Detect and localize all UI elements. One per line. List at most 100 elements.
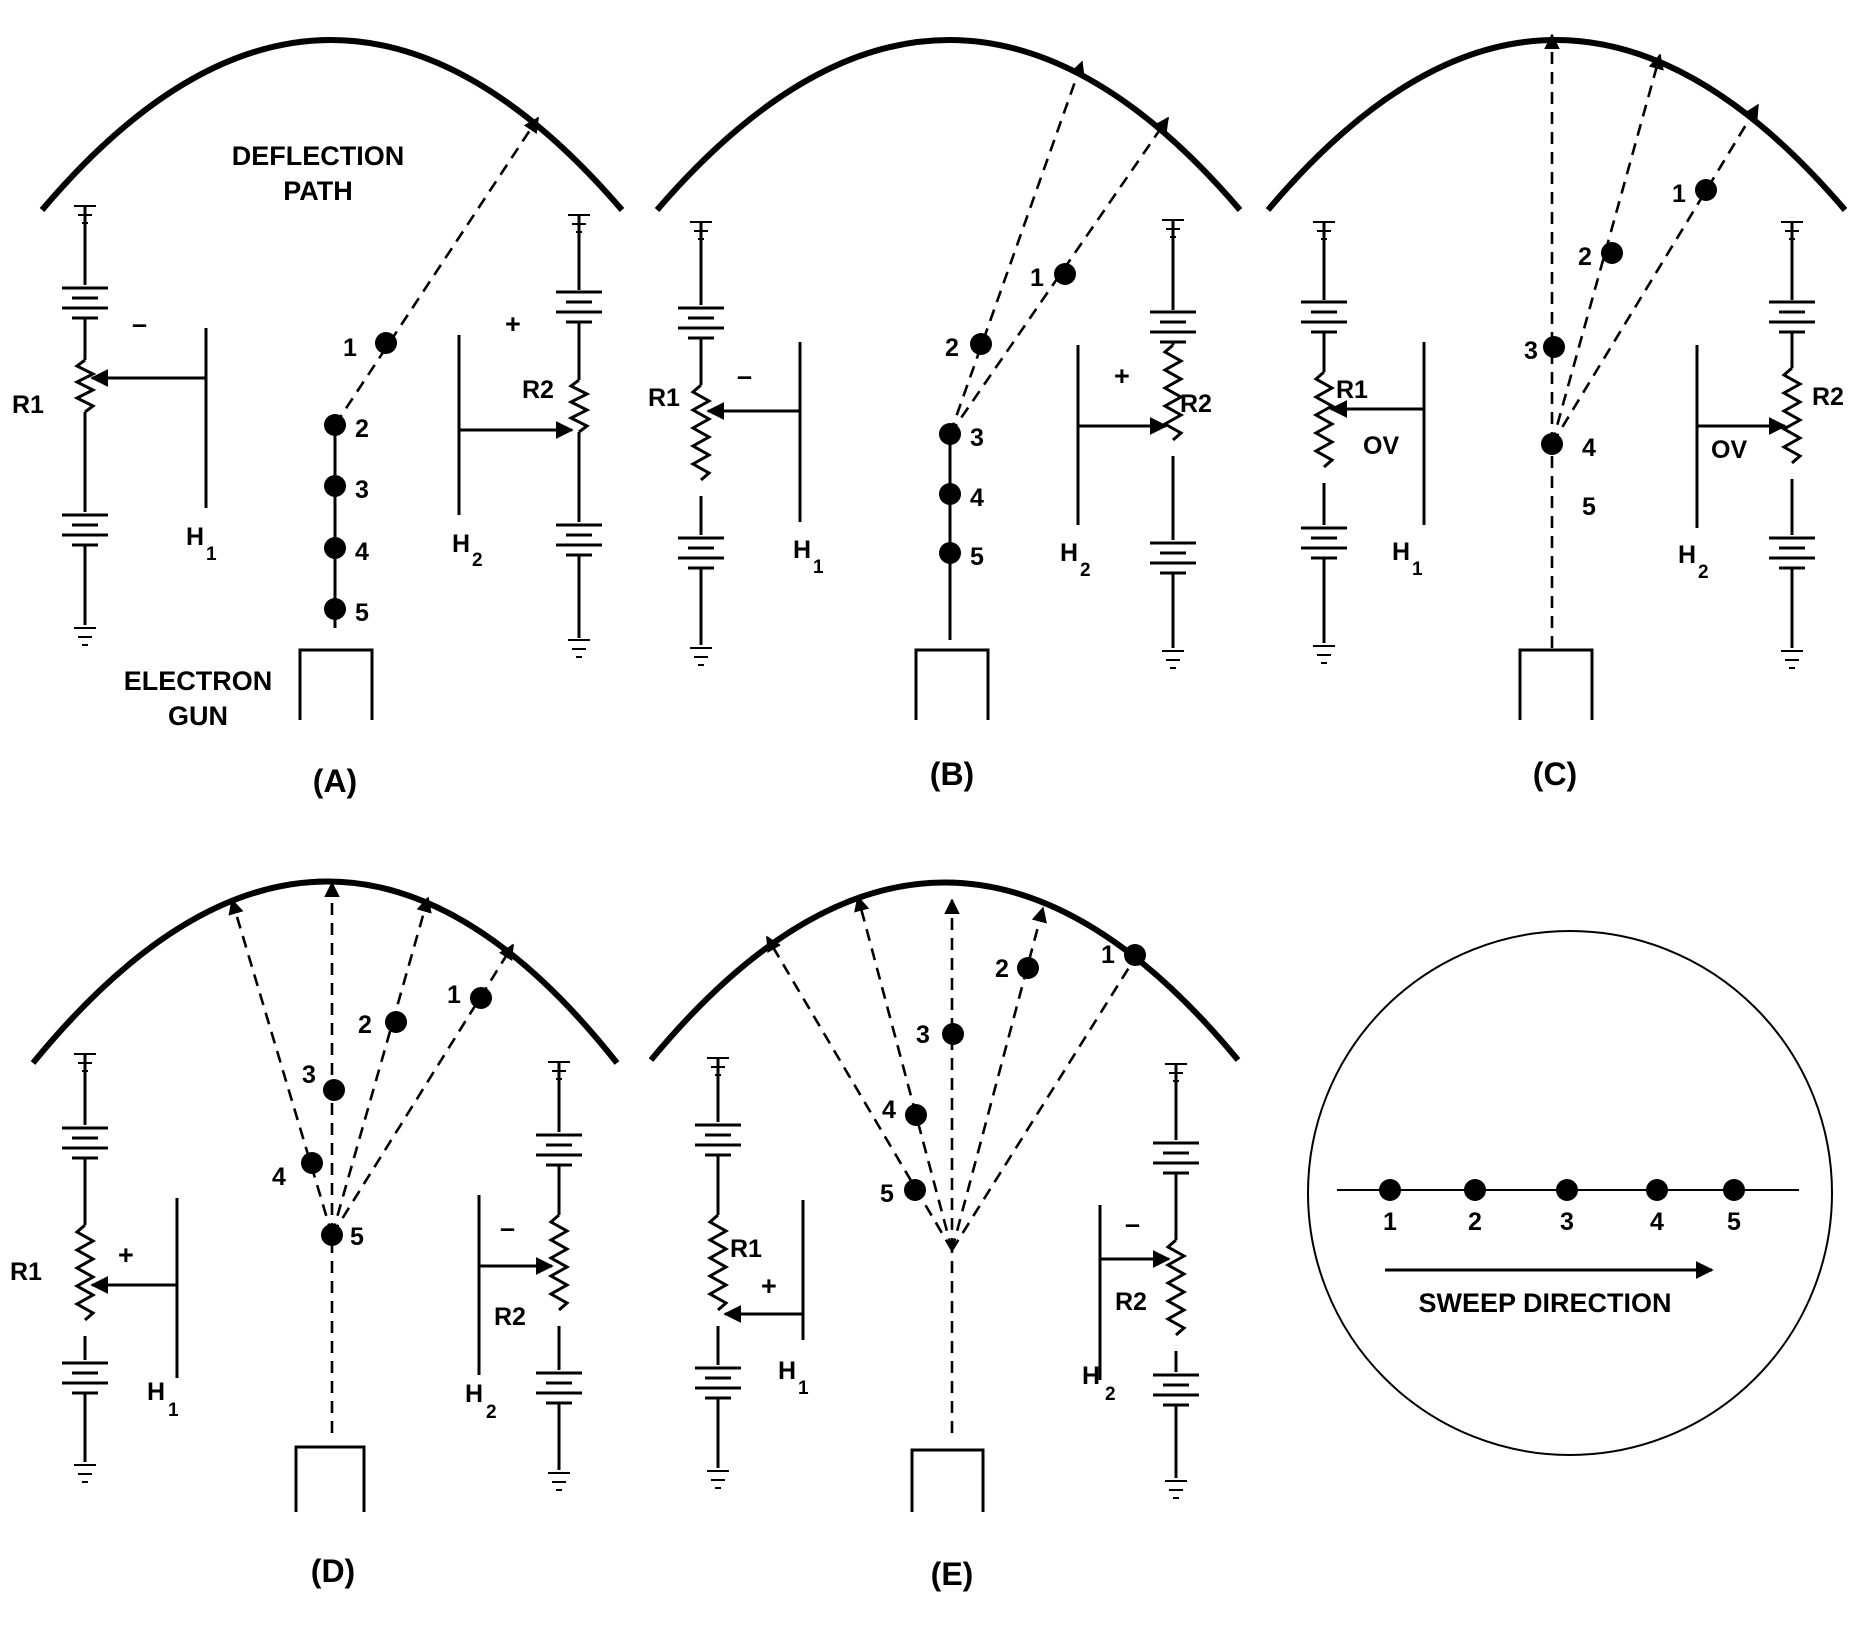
beam-dot (324, 475, 346, 497)
sweep-dot (1646, 1179, 1668, 1201)
h2-subscript: 2 (1105, 1384, 1116, 1405)
crt-screen-face (1307, 930, 1833, 1456)
r1-resistor (73, 1223, 97, 1322)
dot-label: 3 (916, 1021, 930, 1049)
beam-dot (939, 483, 961, 505)
r1-label: R1 (1336, 376, 1368, 404)
beam-dot (321, 1224, 343, 1246)
beam-dot (375, 332, 397, 354)
h2-label: H (1082, 1362, 1100, 1390)
right-circuit: R2 OV H 2 (1678, 221, 1844, 669)
panel-c: R1 OV H 1 R2 OV H 2 (1265, 33, 1848, 792)
electron-gun-label: GUN (168, 701, 228, 731)
electron-gun (1518, 648, 1594, 720)
r1-label: R1 (10, 1258, 42, 1286)
beam-dot (324, 598, 346, 620)
panel-caption: (A) (313, 763, 357, 799)
r2-label: R2 (1115, 1288, 1147, 1316)
sign-label: + (1114, 361, 1130, 391)
circuit-line (228, 898, 334, 1236)
h2-label: H (465, 1380, 483, 1408)
beam-dot (324, 537, 346, 559)
sign-label: – (1125, 1209, 1140, 1239)
h1-subscript: 1 (813, 557, 824, 578)
beam-dot (324, 414, 346, 436)
beam: 1 2 3 4 5 (939, 60, 1170, 640)
dot-label: 4 (882, 1096, 896, 1124)
circuit-line (765, 935, 954, 1251)
crt-screen-arc (30, 878, 620, 1065)
dot-label: 3 (355, 476, 369, 504)
beam-dot (385, 1011, 407, 1033)
beam-dot (1601, 242, 1623, 264)
beam-dot (1017, 957, 1039, 979)
h1-label: H (793, 536, 811, 564)
beam-dot (323, 1079, 345, 1101)
dot-label: 4 (355, 538, 369, 566)
circuit-line (854, 895, 954, 1251)
r2-resistor (1161, 343, 1185, 442)
panel-caption: (E) (931, 1556, 974, 1592)
circuit-line (1313, 645, 1335, 664)
left-circuit: R1 OV H 1 (1301, 221, 1426, 664)
beam-dot (1541, 433, 1563, 455)
h2-label: H (452, 530, 470, 558)
h1-label: H (186, 523, 204, 551)
circuit-line (1781, 650, 1803, 669)
beam-dot (904, 1179, 926, 1201)
sign-label: + (118, 1240, 134, 1270)
h1-label: H (147, 1378, 165, 1406)
panel-caption: (D) (311, 1553, 355, 1589)
r2-resistor (1164, 1238, 1188, 1337)
sweep-dot-label: 4 (1650, 1208, 1664, 1236)
screen-face-view: 1 2 3 4 5 SWEEP DIRECTION (1307, 930, 1833, 1456)
dot-label: 5 (970, 543, 984, 571)
crt-screen-arc (648, 879, 1241, 1062)
dot-label: 2 (995, 955, 1009, 983)
dot-label: 4 (1582, 434, 1596, 462)
r1-label: R1 (730, 1235, 762, 1263)
r2-label: R2 (522, 376, 554, 404)
left-circuit: R1 – H 1 (648, 221, 824, 666)
h1-subscript: 1 (168, 1400, 179, 1421)
left-circuit: R1 + H 1 (10, 1053, 179, 1483)
crt-screen-arc (1265, 37, 1848, 212)
left-circuit: R1 – H 1 (12, 205, 217, 646)
sweep-dot-label: 2 (1468, 1208, 1482, 1236)
beam: 1 2 3 4 5 (228, 881, 515, 1433)
circuit-line (74, 627, 96, 646)
sign-label: – (132, 309, 147, 339)
sweep-dot (1723, 1179, 1745, 1201)
dot-label: 3 (1524, 337, 1538, 365)
r2-label: R2 (1180, 390, 1212, 418)
r1-resistor (1312, 370, 1336, 469)
h2-subscript: 2 (1698, 562, 1709, 583)
dot-label: 5 (1582, 493, 1596, 521)
electron-gun (910, 1448, 985, 1512)
r1-resistor (73, 358, 97, 414)
dot-label: 1 (1672, 180, 1686, 208)
right-circuit: R2 + H 2 (452, 214, 602, 658)
dot-label: 4 (272, 1163, 286, 1191)
sweep-dot-label: 3 (1560, 1208, 1574, 1236)
sweep-dot-label: 5 (1727, 1208, 1741, 1236)
beam: 1 2 3 4 5 (1524, 33, 1760, 648)
beam-dot (939, 423, 961, 445)
circuit-line (74, 1464, 96, 1483)
panel-e: R1 + H 1 R2 – H 2 (648, 879, 1241, 1592)
h2-label: H (1678, 541, 1696, 569)
r2-resistor (1780, 366, 1804, 465)
circuit-line (330, 896, 432, 1236)
beam-dot (1054, 263, 1076, 285)
circuit-line (1165, 1480, 1187, 1499)
electron-gun-label: ELECTRON (124, 666, 273, 696)
h2-subscript: 2 (472, 550, 483, 571)
dot-label: 5 (355, 599, 369, 627)
beam-dot (942, 1023, 964, 1045)
sweep-dot (1379, 1179, 1401, 1201)
circuit-line (690, 647, 712, 666)
h1-subscript: 1 (1412, 559, 1423, 580)
dot-label: 1 (1030, 264, 1044, 292)
beam-dot (939, 542, 961, 564)
